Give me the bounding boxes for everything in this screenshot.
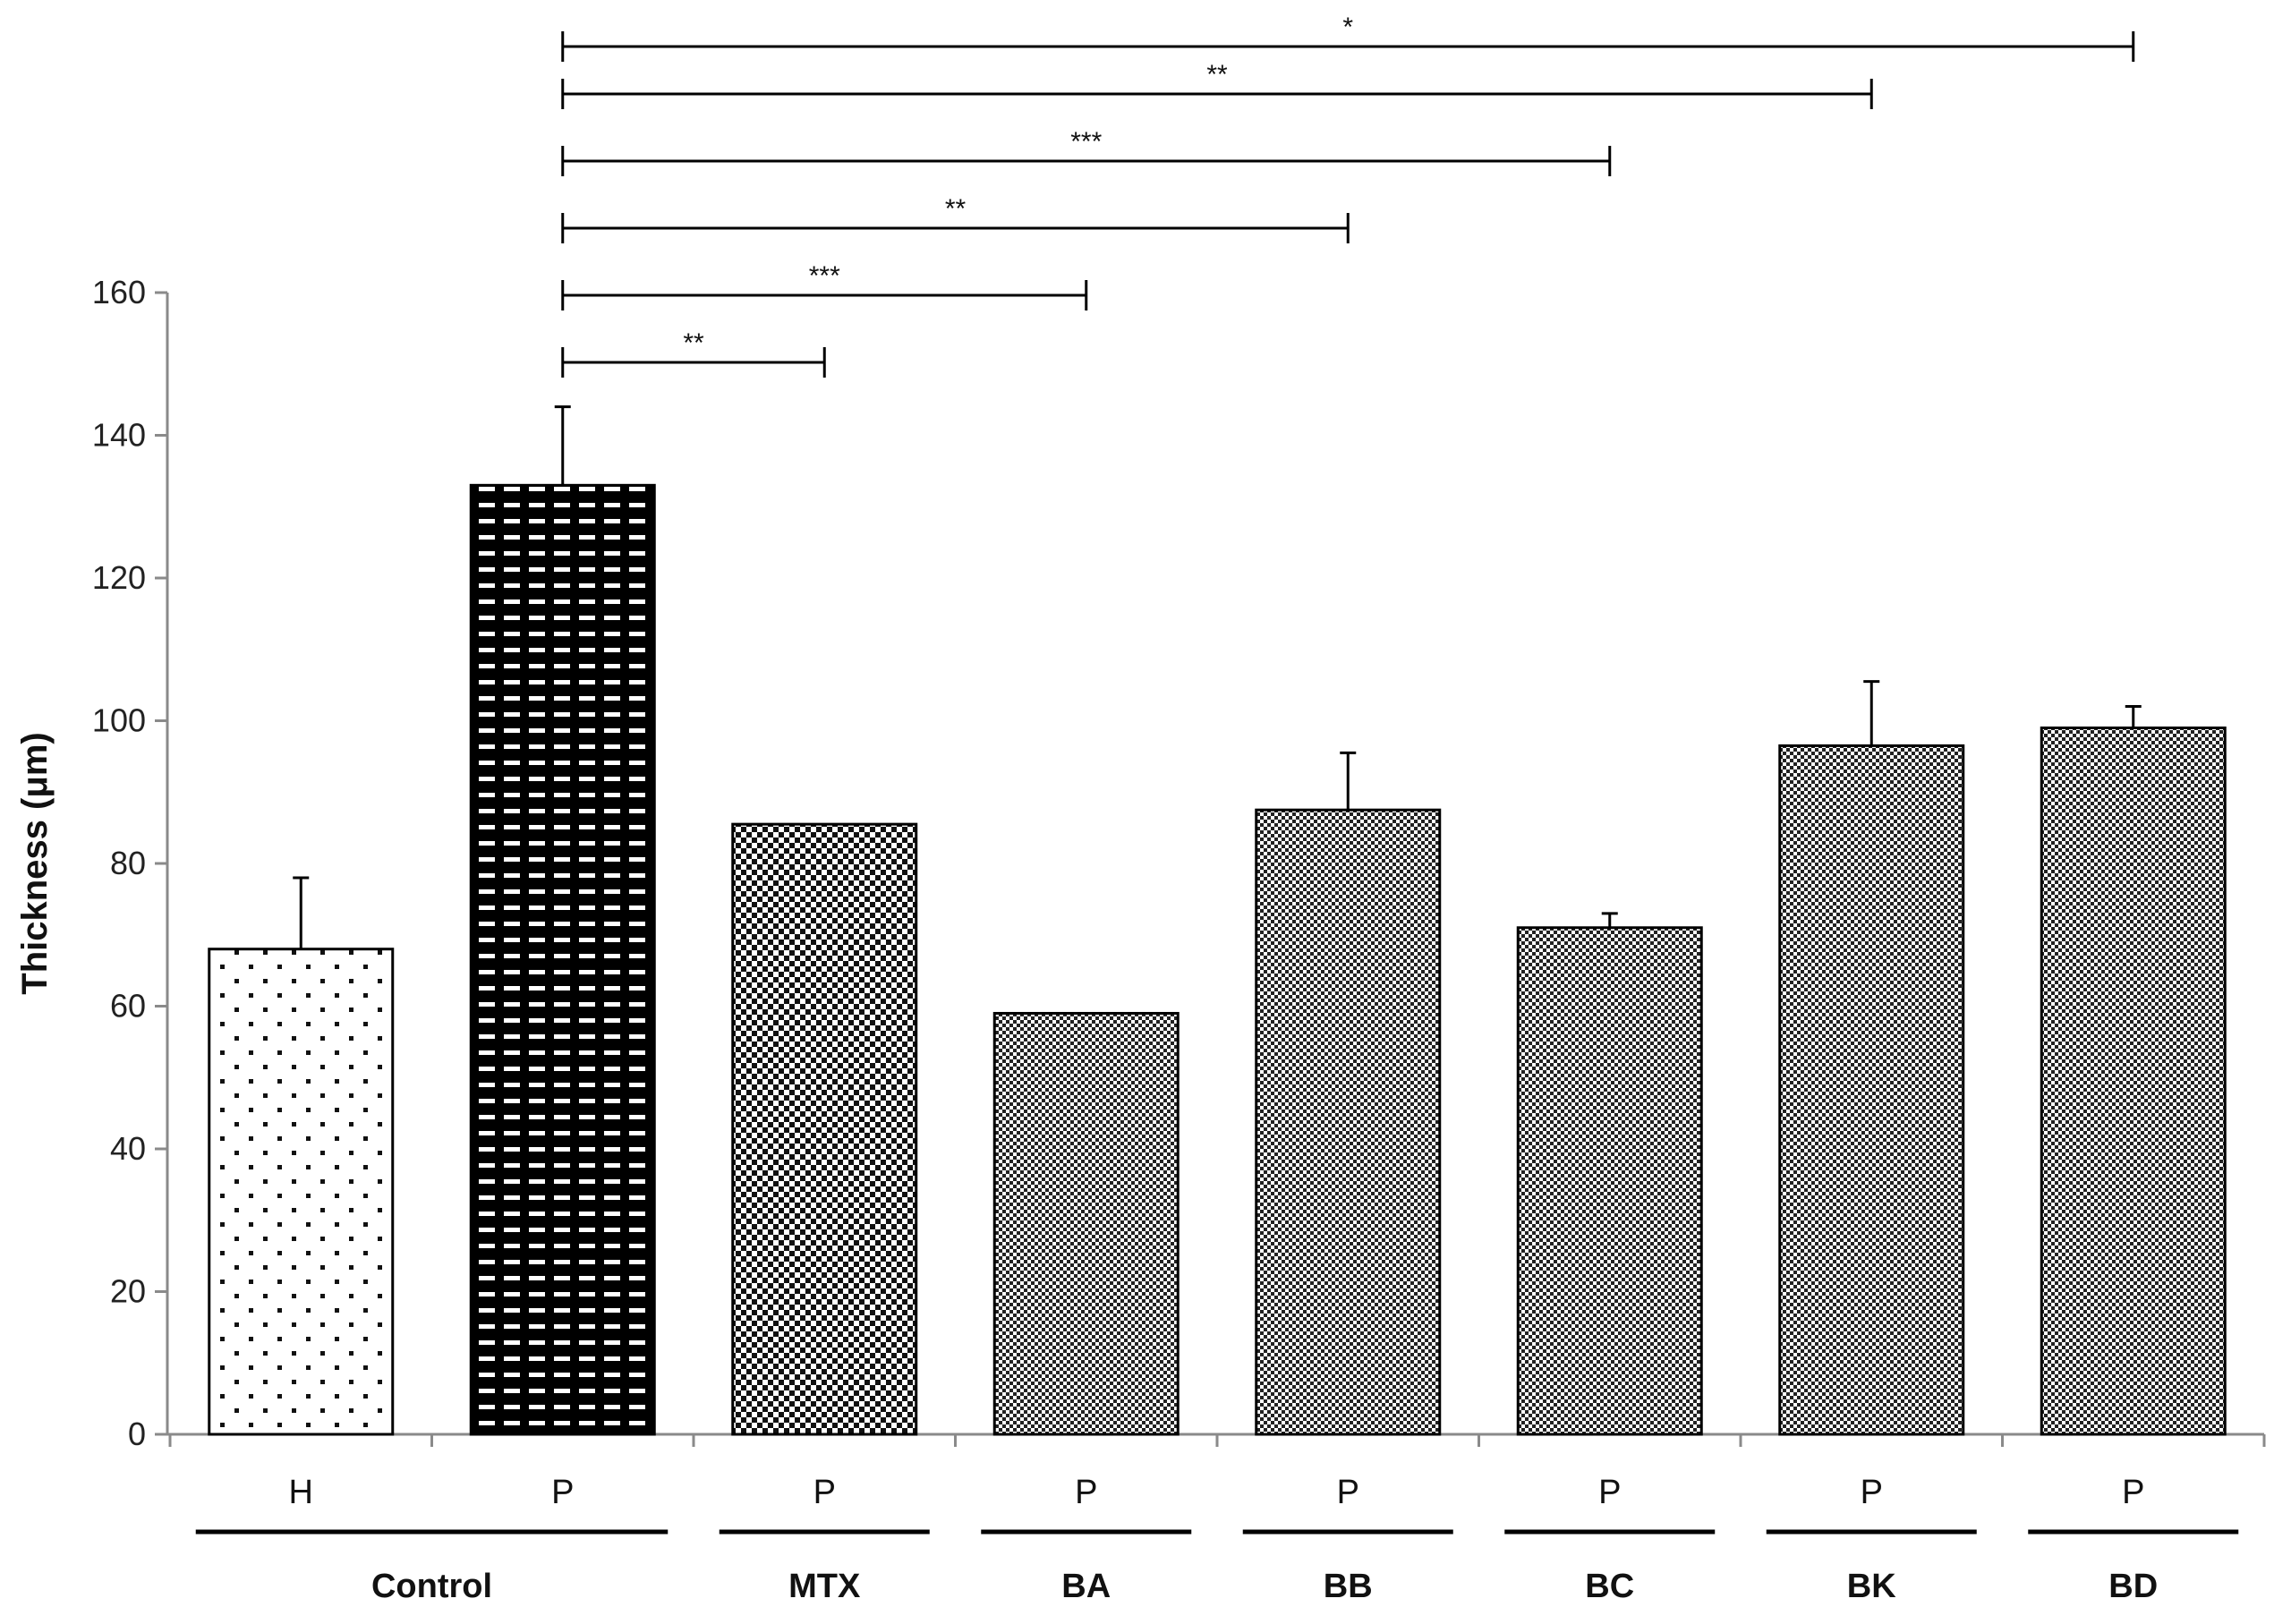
y-tick-label: 120 (92, 559, 146, 596)
bar-bb-p (1255, 808, 1442, 1436)
group-label: BB (1324, 1568, 1373, 1605)
bar-ba-p (992, 1011, 1180, 1436)
significance-label: ** (683, 328, 704, 358)
category-label: P (1598, 1474, 1621, 1511)
category-label: P (1075, 1474, 1097, 1511)
bar-bc-p (1516, 926, 1703, 1436)
y-tick-label: 60 (110, 988, 146, 1025)
bar-bd-p (2040, 726, 2227, 1436)
bars (208, 405, 2227, 1436)
y-tick-label: 0 (128, 1416, 146, 1452)
significance-label: *** (809, 261, 840, 291)
y-tick-label: 80 (110, 845, 146, 881)
group-label: BK (1847, 1568, 1896, 1605)
y-tick-label: 20 (110, 1273, 146, 1310)
significance-brackets: ************* (561, 13, 2135, 378)
y-tick-label: 40 (110, 1130, 146, 1167)
group-label: BA (1061, 1568, 1111, 1605)
significance-label: ** (1206, 60, 1228, 89)
category-label: P (2122, 1474, 2144, 1511)
y-axis-title: Thickness (μm) (15, 732, 55, 994)
bar-mtx-p (731, 822, 918, 1436)
bar-control-p (469, 483, 656, 1436)
category-label: P (813, 1474, 836, 1511)
group-label: BC (1585, 1568, 1634, 1605)
y-tick-label: 140 (92, 417, 146, 454)
bar-control-h (208, 948, 395, 1436)
category-label: H (289, 1474, 313, 1511)
category-labels: H P P P P P P P Control MTX BA BB BC BK BD (195, 1474, 2239, 1605)
significance-label: ** (945, 194, 967, 224)
significance-label: * (1342, 13, 1353, 42)
group-label: MTX (788, 1568, 861, 1605)
category-label: P (1337, 1474, 1359, 1511)
group-label: Control (371, 1568, 492, 1605)
significance-label: *** (1070, 127, 1102, 157)
y-tick-label: 100 (92, 702, 146, 739)
group-label: BD (2108, 1568, 2158, 1605)
y-tick-label: 160 (92, 274, 146, 310)
category-label: P (1861, 1474, 1883, 1511)
category-label: P (551, 1474, 574, 1511)
bar-bk-p (1778, 744, 1965, 1436)
